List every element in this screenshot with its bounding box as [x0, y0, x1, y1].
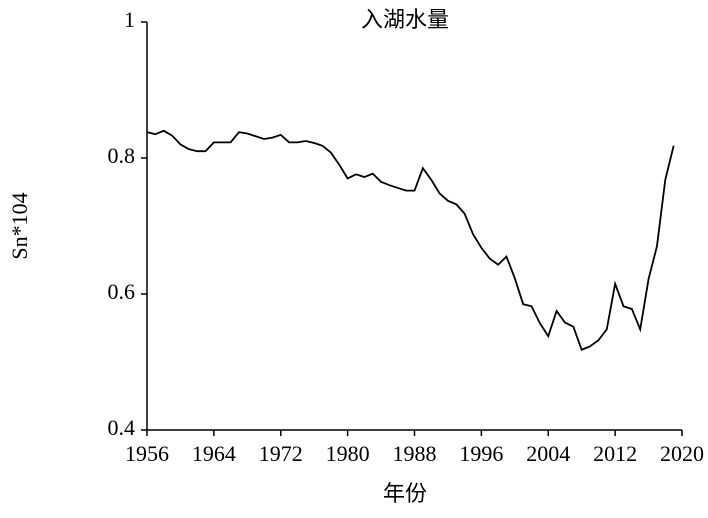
x-tick-label: 1964 [192, 441, 236, 466]
y-tick-label: 0.8 [108, 143, 136, 168]
x-tick-label: 1980 [326, 441, 370, 466]
x-tick-label: 2012 [593, 441, 637, 466]
y-axis-label: Sn*104 [7, 192, 32, 259]
x-tick-label: 2004 [526, 441, 570, 466]
x-tick-label: 1956 [125, 441, 169, 466]
x-tick-label: 1972 [259, 441, 303, 466]
y-tick-label: 0.4 [108, 415, 136, 440]
x-axis-label: 年份 [383, 481, 427, 506]
y-tick-label: 1 [124, 7, 135, 32]
x-tick-label: 2020 [660, 441, 704, 466]
y-tick-label: 0.6 [108, 279, 136, 304]
x-tick-label: 1988 [393, 441, 437, 466]
x-tick-label: 1996 [459, 441, 503, 466]
chart-title: 入湖水量 [361, 7, 449, 32]
data-line [146, 129, 675, 351]
